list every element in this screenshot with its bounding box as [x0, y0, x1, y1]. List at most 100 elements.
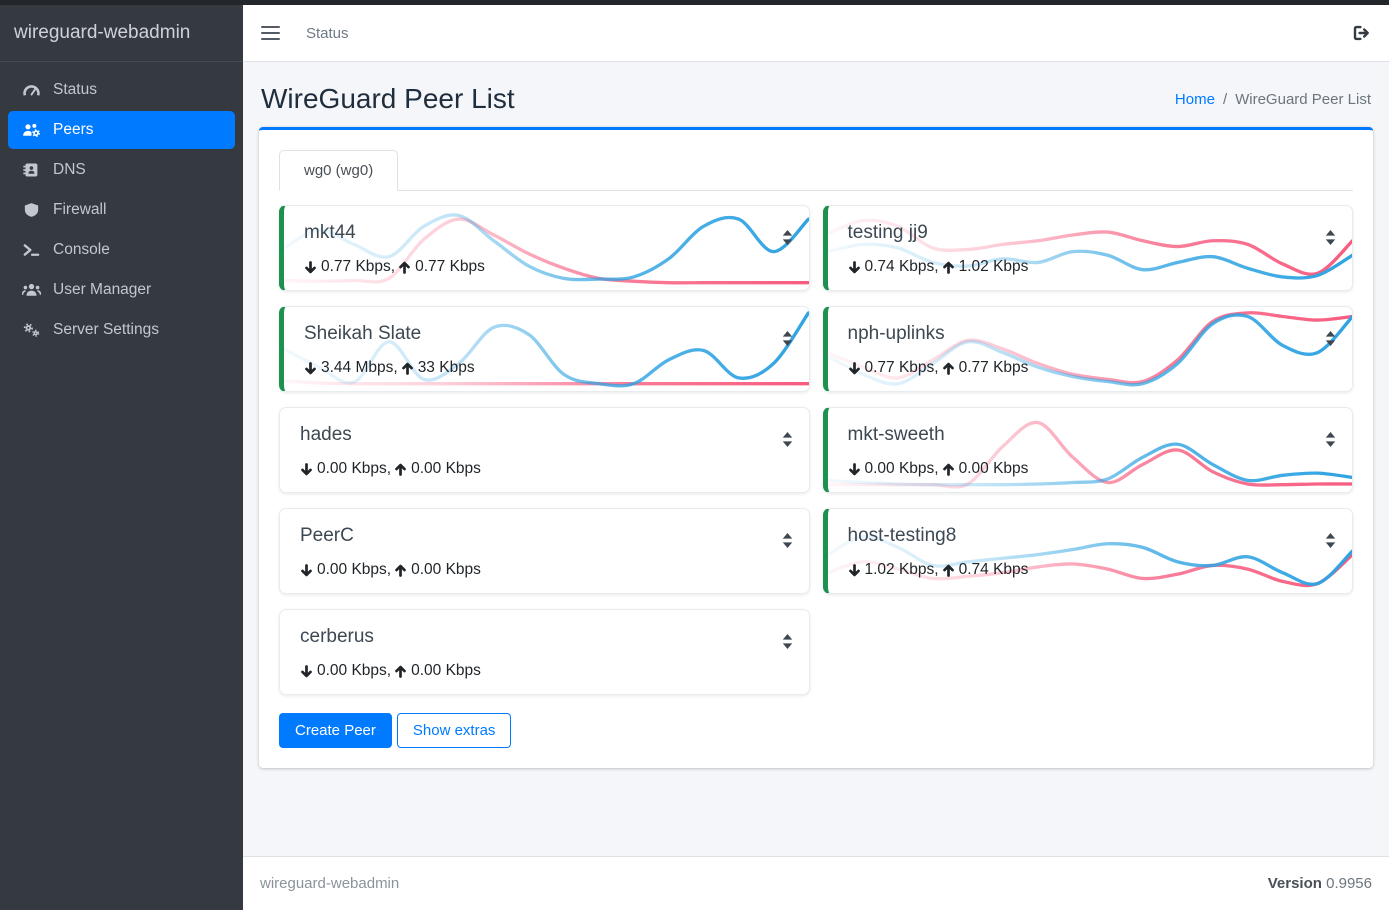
sidebar-item-label: Peers: [53, 121, 94, 138]
brand-link[interactable]: wireguard-webadmin: [0, 5, 243, 62]
sidebar-item-firewall[interactable]: Firewall: [8, 191, 235, 229]
peer-card[interactable]: mkt-sweeth 0.00 Kbps, 0.00 Kbps: [822, 407, 1353, 493]
sort-icon[interactable]: [782, 432, 793, 447]
peer-name: Sheikah Slate: [304, 323, 422, 344]
breadcrumb-current: WireGuard Peer List: [1235, 90, 1371, 108]
version-value: 0.9956: [1326, 875, 1372, 892]
peer-upload-rate: 0.00 Kbps: [411, 662, 481, 679]
breadcrumb-home-link[interactable]: Home: [1174, 90, 1215, 108]
peer-stats: 0.00 Kbps, 0.00 Kbps: [300, 460, 481, 478]
peer-upload-rate: 0.00 Kbps: [411, 460, 481, 477]
sidebar-item-status[interactable]: Status: [8, 71, 235, 109]
navbar-status-link[interactable]: Status: [306, 24, 349, 42]
peer-stats: 0.77 Kbps, 0.77 Kbps: [304, 258, 485, 276]
sidebar-item-peers[interactable]: Peers: [8, 111, 235, 149]
peer-upload-rate: 33 Kbps: [417, 359, 475, 376]
upload-arrow-icon: [401, 362, 413, 375]
peer-name: nph-uplinks: [847, 323, 945, 344]
peer-card[interactable]: hades 0.00 Kbps, 0.00 Kbps: [279, 407, 810, 493]
users-cog-icon: [20, 122, 42, 138]
peer-name: cerberus: [300, 626, 374, 647]
traffic-sparkline: [284, 213, 809, 285]
footer-brand: wireguard-webadmin: [260, 875, 400, 892]
sort-icon[interactable]: [782, 634, 793, 649]
download-arrow-icon: [301, 462, 312, 475]
download-arrow-icon: [305, 361, 316, 374]
sort-icon[interactable]: [782, 331, 793, 346]
peer-card[interactable]: nph-uplinks 0.77 Kbps, 0.77 Kbps: [822, 306, 1353, 392]
peer-upload-rate: 0.77 Kbps: [415, 258, 485, 275]
peer-stats: 0.00 Kbps, 0.00 Kbps: [848, 460, 1029, 478]
top-navbar: Status: [243, 5, 1389, 62]
traffic-sparkline: [827, 534, 1352, 588]
sort-icon[interactable]: [1325, 533, 1336, 548]
upload-arrow-icon: [942, 564, 954, 577]
sidebar-item-label: DNS: [53, 161, 86, 178]
terminal-icon: [20, 242, 42, 258]
sort-icon[interactable]: [782, 533, 793, 548]
peer-name: hades: [300, 424, 352, 445]
sidebar-menu: Status Peers DNS Firewall: [0, 62, 243, 358]
peer-stats: 0.74 Kbps, 1.02 Kbps: [848, 258, 1028, 276]
peer-list-card: wg0 (wg0) mkt44 0.77 Kbps, 0.77 Kbps tes…: [259, 127, 1373, 768]
traffic-sparkline: [284, 311, 809, 388]
download-arrow-icon: [848, 563, 860, 576]
show-extras-button[interactable]: Show extras: [396, 713, 512, 748]
peer-upload-rate: 0.74 Kbps: [958, 561, 1029, 578]
peer-stats: 0.00 Kbps, 0.00 Kbps: [300, 662, 481, 680]
peer-card[interactable]: Sheikah Slate 3.44 Mbps, 33 Kbps: [279, 306, 810, 392]
content-area: WireGuard Peer List Home / WireGuard Pee…: [243, 62, 1389, 856]
main-column: Status WireGuard Peer List Home / WireGu…: [243, 0, 1389, 910]
download-arrow-icon: [301, 563, 312, 576]
peer-card[interactable]: PeerC 0.00 Kbps, 0.00 Kbps: [279, 508, 810, 594]
create-peer-button[interactable]: Create Peer: [279, 713, 392, 748]
sidebar-item-label: Server Settings: [53, 321, 159, 338]
tachometer-icon: [20, 82, 42, 98]
peer-name: mkt44: [304, 222, 356, 243]
users-icon: [20, 282, 42, 298]
sidebar-item-label: Status: [53, 81, 97, 98]
peer-stats: 0.00 Kbps, 0.00 Kbps: [300, 561, 481, 579]
peer-download-rate: 0.77 Kbps,: [864, 359, 939, 376]
sort-icon[interactable]: [782, 230, 793, 245]
traffic-sparkline: [280, 684, 809, 689]
download-arrow-icon: [301, 664, 312, 677]
breadcrumb-separator: /: [1222, 90, 1228, 108]
sidebar-item-user-manager[interactable]: User Manager: [8, 271, 235, 309]
sidebar-item-label: Firewall: [53, 201, 107, 218]
peer-name: PeerC: [300, 525, 354, 546]
sidebar-toggle-icon[interactable]: [261, 22, 280, 44]
peer-upload-rate: 0.00 Kbps: [411, 561, 481, 578]
peer-name: mkt-sweeth: [847, 424, 945, 445]
actions-row: Create Peer Show extras: [279, 713, 1353, 748]
upload-arrow-icon: [942, 362, 954, 375]
peer-download-rate: 0.00 Kbps,: [317, 460, 392, 477]
download-arrow-icon: [305, 260, 316, 273]
traffic-sparkline: [827, 311, 1352, 387]
peer-card[interactable]: testing jj9 0.74 Kbps, 1.02 Kbps: [822, 205, 1353, 291]
shield-icon: [20, 202, 42, 218]
sidebar-item-dns[interactable]: DNS: [8, 151, 235, 189]
peer-card[interactable]: mkt44 0.77 Kbps, 0.77 Kbps: [279, 205, 810, 291]
upload-arrow-icon: [942, 261, 954, 274]
traffic-sparkline: [280, 482, 809, 487]
peer-upload-rate: 0.00 Kbps: [958, 460, 1029, 477]
peer-download-rate: 0.00 Kbps,: [864, 460, 939, 477]
sort-icon[interactable]: [1325, 432, 1336, 447]
peer-name: host-testing8: [847, 525, 957, 546]
peer-grid: mkt44 0.77 Kbps, 0.77 Kbps testing jj9 0…: [279, 205, 1353, 695]
sidebar-item-server-settings[interactable]: Server Settings: [8, 311, 235, 349]
sidebar-item-console[interactable]: Console: [8, 231, 235, 269]
download-arrow-icon: [848, 260, 860, 273]
traffic-sparkline: [827, 420, 1352, 489]
peer-card[interactable]: cerberus 0.00 Kbps, 0.00 Kbps: [279, 609, 810, 695]
logout-icon[interactable]: [1353, 25, 1371, 41]
sort-icon[interactable]: [1325, 230, 1336, 245]
peer-stats: 1.02 Kbps, 0.74 Kbps: [848, 561, 1029, 579]
tab-wg0[interactable]: wg0 (wg0): [279, 150, 399, 191]
sort-icon[interactable]: [1325, 331, 1336, 346]
peer-card[interactable]: host-testing8 1.02 Kbps, 0.74 Kbps: [822, 508, 1353, 594]
cogs-icon: [20, 322, 42, 338]
download-arrow-icon: [848, 361, 860, 374]
